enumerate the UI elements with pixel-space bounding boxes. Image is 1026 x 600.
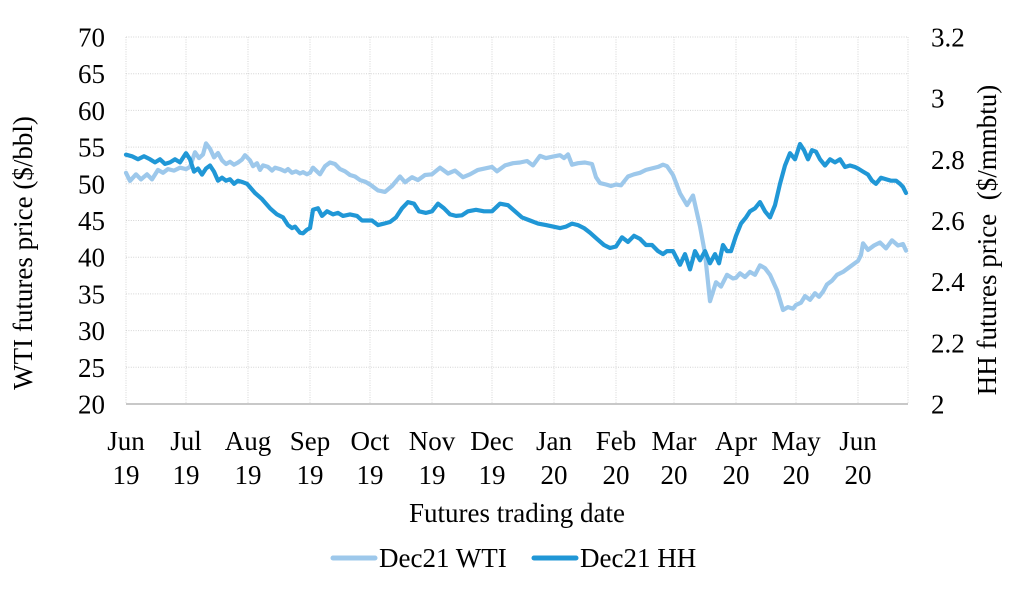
x-tick-month-label: Nov: [409, 426, 456, 456]
x-tick-month-label: Jun: [839, 426, 877, 456]
y-right-axis-title: HH futures price ($/mmbtu): [972, 85, 1002, 395]
y-left-tick-label: 65: [78, 59, 105, 89]
y-left-tick-label: 60: [78, 96, 105, 126]
legend: Dec21 WTI Dec21 HH: [330, 543, 696, 573]
x-tick-month-label: Dec: [470, 426, 513, 456]
y-right-tick-label: 2: [931, 390, 945, 420]
x-tick-month-label: Feb: [596, 426, 637, 456]
x-tick-year-label: 19: [297, 460, 324, 490]
y-left-tick-label: 20: [78, 390, 105, 420]
y-right-tick-label: 2.6: [931, 206, 965, 236]
y-left-tick-label: 25: [78, 353, 105, 383]
hh-series-line: [123, 141, 909, 272]
y-left-tick-label: 55: [78, 133, 105, 163]
x-tick-year-label: 19: [479, 460, 506, 490]
x-tick-year-label: 20: [783, 460, 810, 490]
x-tick-year-label: 20: [661, 460, 688, 490]
x-axis-title: Futures trading date: [409, 498, 625, 528]
y-left-axis-title: WTI futures price ($/bbl): [8, 116, 38, 390]
legend-label-hh: Dec21 HH: [580, 543, 696, 573]
y-left-tick-label: 45: [78, 206, 105, 236]
x-tick-month-label: Oct: [351, 426, 390, 456]
y-right-tick-label: 3: [931, 84, 945, 114]
x-tick-month-label: Aug: [225, 426, 272, 456]
x-tick-year-label: 20: [603, 460, 630, 490]
x-tick-month-label: Mar: [652, 426, 697, 456]
x-tick-month-label: Jul: [170, 426, 202, 456]
x-tick-month-label: Apr: [715, 426, 757, 456]
x-tick-year-label: 20: [541, 460, 568, 490]
legend-label-wti: Dec21 WTI: [379, 543, 507, 573]
wti-series-line: [123, 141, 909, 313]
x-tick-month-label: Jun: [107, 426, 145, 456]
x-tick-year-label: 19: [173, 460, 200, 490]
series-group: [123, 141, 909, 313]
y-right-tick-label: 3.2: [931, 23, 965, 53]
y-right-tick-label: 2.2: [931, 328, 965, 358]
y-left-tick-label: 50: [78, 169, 105, 199]
x-tick-month-label: May: [771, 426, 821, 456]
y-left-tick-label: 30: [78, 316, 105, 346]
x-tick-year-label: 19: [113, 460, 140, 490]
x-tick-month-label: Jan: [536, 426, 572, 456]
y-left-tick-label: 35: [78, 279, 105, 309]
x-tick-year-label: 19: [357, 460, 384, 490]
x-tick-year-label: 19: [419, 460, 446, 490]
y-left-tick-label: 70: [78, 23, 105, 53]
y-right-tick-label: 2.4: [931, 267, 965, 297]
y-left-tick-label: 40: [78, 243, 105, 273]
x-tick-year-label: 20: [845, 460, 872, 490]
x-tick-month-label: Sep: [290, 426, 331, 456]
x-tick-year-label: 19: [235, 460, 262, 490]
x-tick-year-label: 20: [723, 460, 750, 490]
gridlines: [125, 36, 909, 405]
y-right-tick-label: 2.8: [931, 145, 965, 175]
